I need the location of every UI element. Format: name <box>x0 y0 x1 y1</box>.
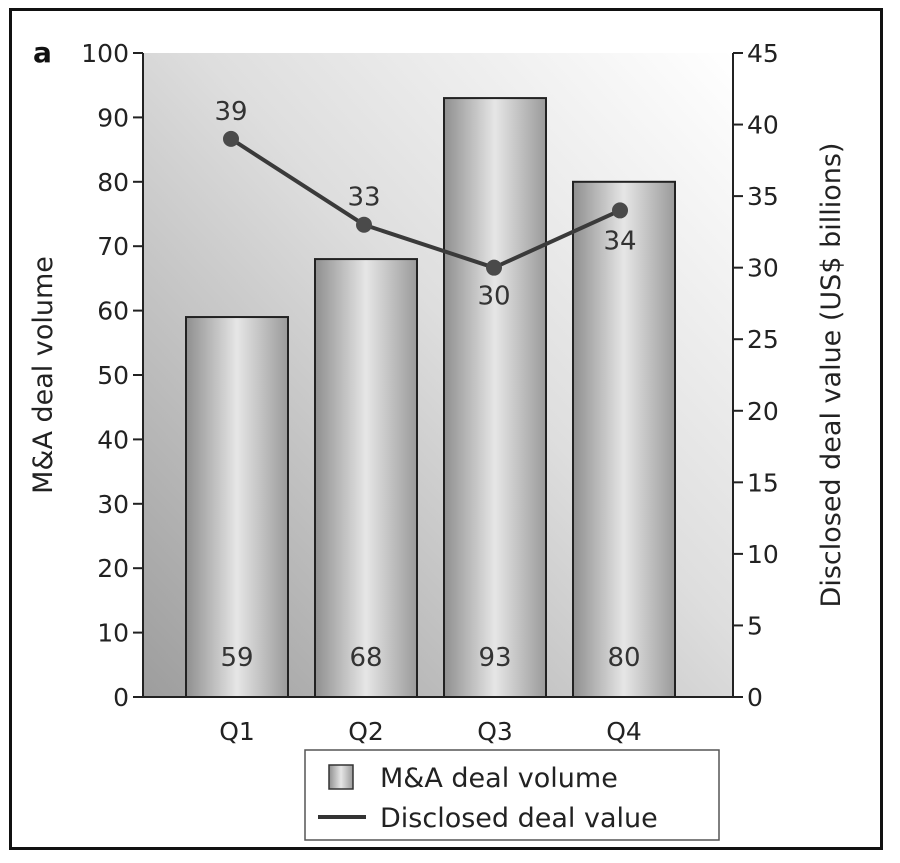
bars-group <box>185 97 676 699</box>
left-tick-label: 30 <box>97 490 129 519</box>
right-tick-label: 0 <box>747 683 763 712</box>
legend-box <box>304 749 720 841</box>
left-tick-label: 100 <box>81 39 129 68</box>
legend-label-volume: M&A deal volume <box>380 763 618 794</box>
line-disclosed-deal-value <box>229 137 621 270</box>
left-tick-label: 80 <box>97 168 129 197</box>
bar-q3 <box>443 97 547 698</box>
left-y-axis: 0 10 20 30 40 50 60 70 80 90 100 <box>81 39 144 712</box>
left-tick-label: 20 <box>97 554 129 583</box>
x-tick-label: Q1 <box>219 717 255 746</box>
left-tick-label: 90 <box>97 103 129 132</box>
x-tick-label: Q3 <box>477 717 513 746</box>
left-tick-label: 70 <box>97 232 129 261</box>
right-tick-label: 15 <box>747 468 779 497</box>
right-tick-label: 25 <box>747 325 779 354</box>
left-tick-label: 50 <box>97 361 129 390</box>
right-y-axis: 0 5 10 15 20 25 30 35 40 45 <box>732 39 779 712</box>
line-point-q2 <box>356 216 372 233</box>
line-series-group: 39 33 30 34 <box>214 97 636 312</box>
right-tick-label: 30 <box>747 254 779 283</box>
bar-value-label: 68 <box>349 643 382 673</box>
line-point-q4 <box>612 202 628 219</box>
x-tick-label: Q2 <box>348 717 384 746</box>
bar-value-label: 93 <box>478 643 511 673</box>
right-tick-label: 35 <box>747 182 779 211</box>
legend-bar-swatch <box>328 764 354 790</box>
right-tick-label: 10 <box>747 540 779 569</box>
line-point-q1 <box>223 130 239 147</box>
right-tick-label: 40 <box>747 111 779 140</box>
legend-label-value: Disclosed deal value <box>380 803 658 834</box>
right-tick-label: 20 <box>747 397 779 426</box>
line-value-label: 33 <box>347 183 380 213</box>
panel-label: a <box>33 36 52 69</box>
left-tick-label: 40 <box>97 425 129 454</box>
bar-labels-group: 59 68 93 80 <box>220 643 640 673</box>
y-axis-right-title: Disclosed deal value (US$ billions) <box>816 143 847 608</box>
left-tick-label: 10 <box>97 619 129 648</box>
bar-q2 <box>314 258 418 698</box>
line-value-label: 30 <box>477 282 510 312</box>
right-tick-label: 5 <box>747 611 763 640</box>
x-axis: Q1 Q2 Q3 Q4 <box>133 696 733 746</box>
legend: M&A deal volume Disclosed deal value <box>304 749 720 841</box>
x-tick-label: Q4 <box>606 717 642 746</box>
bar-value-label: 59 <box>220 643 253 673</box>
bar-q1 <box>185 316 289 698</box>
bar-value-label: 80 <box>607 643 640 673</box>
line-value-label: 39 <box>214 97 247 127</box>
line-point-q3 <box>486 259 502 276</box>
line-value-label: 34 <box>603 226 636 256</box>
left-tick-label: 0 <box>113 683 129 712</box>
left-tick-label: 60 <box>97 297 129 326</box>
right-tick-label: 45 <box>747 39 779 68</box>
y-axis-left-title: M&A deal volume <box>28 256 59 494</box>
bar-q4 <box>572 180 676 699</box>
